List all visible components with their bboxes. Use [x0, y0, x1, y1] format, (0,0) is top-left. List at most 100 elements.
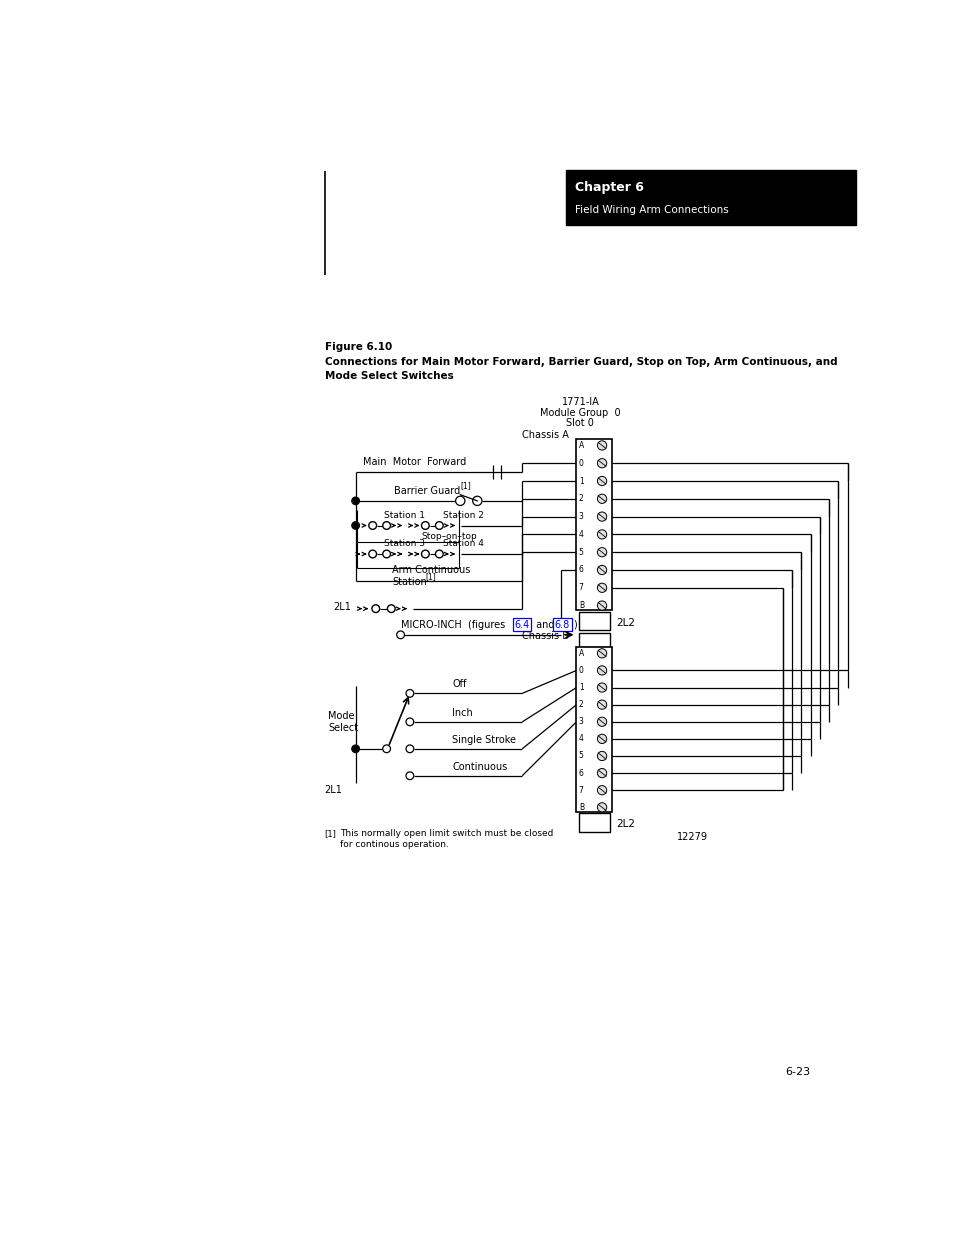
- Text: 6: 6: [578, 768, 583, 778]
- Circle shape: [421, 550, 429, 558]
- Text: 2: 2: [578, 700, 583, 709]
- Text: 7: 7: [578, 785, 583, 794]
- Circle shape: [597, 566, 606, 574]
- Text: 2L2: 2L2: [616, 618, 635, 627]
- Text: 1: 1: [578, 477, 583, 485]
- Text: 12279: 12279: [677, 832, 707, 842]
- Circle shape: [597, 441, 606, 450]
- Text: 1771-IA: 1771-IA: [561, 398, 598, 408]
- Circle shape: [597, 530, 606, 538]
- Circle shape: [382, 745, 390, 752]
- Text: Field Wiring Arm Connections: Field Wiring Arm Connections: [575, 205, 728, 215]
- Text: Connections for Main Motor Forward, Barrier Guard, Stop on Top, Arm Continuous, : Connections for Main Motor Forward, Barr…: [324, 357, 837, 367]
- Text: Main  Motor  Forward: Main Motor Forward: [363, 457, 466, 467]
- Circle shape: [369, 521, 376, 530]
- Circle shape: [382, 521, 390, 530]
- Text: 2: 2: [578, 494, 583, 504]
- Text: A: A: [578, 648, 583, 658]
- Circle shape: [435, 550, 443, 558]
- Circle shape: [597, 718, 606, 726]
- Text: Chassis A: Chassis A: [521, 431, 569, 441]
- Text: Barrier Guard: Barrier Guard: [394, 485, 460, 495]
- Circle shape: [352, 745, 359, 752]
- Circle shape: [406, 689, 414, 698]
- Circle shape: [396, 631, 404, 638]
- Circle shape: [352, 521, 359, 530]
- Text: Mode: Mode: [328, 710, 355, 721]
- Text: B: B: [578, 803, 583, 811]
- Text: 1: 1: [578, 683, 583, 692]
- Circle shape: [597, 768, 606, 778]
- Text: 2L2: 2L2: [616, 819, 635, 829]
- Circle shape: [597, 547, 606, 557]
- Text: 4: 4: [578, 735, 583, 743]
- Text: 4: 4: [578, 530, 583, 538]
- Text: 5: 5: [578, 547, 583, 557]
- Circle shape: [597, 803, 606, 811]
- Circle shape: [597, 583, 606, 593]
- Text: Off: Off: [452, 679, 466, 689]
- Circle shape: [406, 772, 414, 779]
- Bar: [578, 611, 609, 630]
- Text: Station: Station: [392, 578, 426, 588]
- Text: 3: 3: [578, 718, 583, 726]
- Text: Continuous: Continuous: [452, 762, 507, 772]
- Circle shape: [406, 745, 414, 752]
- Circle shape: [369, 550, 376, 558]
- Text: 6: 6: [578, 566, 583, 574]
- Text: A: A: [578, 441, 583, 450]
- Text: Station 2: Station 2: [443, 511, 483, 520]
- Text: This normally open limit switch must be closed: This normally open limit switch must be …: [340, 829, 553, 839]
- Circle shape: [597, 648, 606, 658]
- Text: Chassis B: Chassis B: [521, 631, 569, 641]
- Text: Station 1: Station 1: [384, 511, 425, 520]
- Circle shape: [597, 735, 606, 743]
- Text: Module Group  0: Module Group 0: [539, 408, 620, 419]
- Text: Figure 6.10: Figure 6.10: [324, 342, 392, 352]
- Text: [1]: [1]: [425, 573, 436, 582]
- Circle shape: [372, 605, 379, 613]
- Text: Mode Select Switches: Mode Select Switches: [324, 372, 453, 382]
- Text: 3: 3: [578, 513, 583, 521]
- Bar: [578, 634, 609, 647]
- Text: Stop–on–top: Stop–on–top: [421, 532, 476, 541]
- Text: [1]: [1]: [459, 480, 471, 490]
- Text: 0: 0: [578, 458, 583, 468]
- Text: 2L1: 2L1: [324, 784, 342, 794]
- Circle shape: [352, 496, 359, 505]
- Bar: [565, 169, 855, 225]
- Text: for continous operation.: for continous operation.: [340, 840, 449, 848]
- Bar: [576, 440, 612, 610]
- Circle shape: [597, 785, 606, 795]
- Text: 2L1: 2L1: [333, 603, 351, 613]
- Circle shape: [472, 496, 481, 505]
- Text: 6.4: 6.4: [514, 620, 529, 630]
- Circle shape: [435, 521, 443, 530]
- Text: Station 3: Station 3: [384, 540, 425, 548]
- Circle shape: [597, 494, 606, 504]
- Text: Select: Select: [328, 722, 358, 734]
- Circle shape: [456, 496, 464, 505]
- Text: 6.8: 6.8: [555, 620, 570, 630]
- Circle shape: [597, 683, 606, 692]
- Text: [1]: [1]: [324, 829, 336, 839]
- Text: MICRO-INCH  (figures: MICRO-INCH (figures: [400, 620, 507, 630]
- Circle shape: [597, 513, 606, 521]
- Circle shape: [597, 458, 606, 468]
- Text: and: and: [533, 620, 558, 630]
- Text: 0: 0: [578, 666, 583, 676]
- Text: Slot 0: Slot 0: [566, 419, 594, 429]
- Bar: [578, 814, 609, 832]
- Text: 7: 7: [578, 583, 583, 593]
- Circle shape: [382, 550, 390, 558]
- Circle shape: [421, 521, 429, 530]
- Text: Chapter 6: Chapter 6: [575, 182, 643, 194]
- Text: 5: 5: [578, 751, 583, 761]
- Text: Single Stroke: Single Stroke: [452, 735, 516, 745]
- Text: Station 4: Station 4: [443, 540, 483, 548]
- Circle shape: [387, 605, 395, 613]
- Text: B: B: [578, 601, 583, 610]
- Text: ): ): [573, 620, 577, 630]
- Circle shape: [597, 700, 606, 709]
- Text: Inch: Inch: [452, 708, 473, 718]
